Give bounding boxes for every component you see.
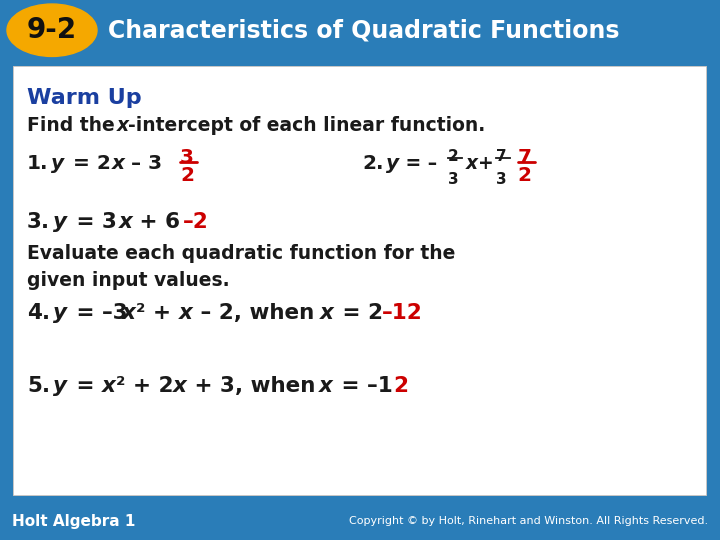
Text: Evaluate each quadratic function for the: Evaluate each quadratic function for the (27, 244, 456, 263)
Text: x: x (173, 376, 186, 396)
Text: –12: –12 (382, 303, 423, 323)
Text: = 2: = 2 (66, 154, 110, 173)
Text: 7: 7 (495, 149, 506, 164)
FancyBboxPatch shape (13, 66, 707, 496)
Text: 2: 2 (393, 376, 408, 396)
Text: 3.: 3. (27, 212, 50, 232)
Text: Find the: Find the (27, 116, 122, 135)
Text: ² +: ² + (136, 303, 179, 323)
Text: + 3, when: + 3, when (187, 376, 323, 396)
Text: y: y (387, 154, 400, 173)
Text: x: x (320, 303, 333, 323)
Text: x: x (112, 154, 125, 173)
Text: 2.: 2. (362, 154, 384, 173)
Text: 5.: 5. (27, 376, 50, 396)
Text: = –1: = –1 (333, 376, 392, 396)
Text: Characteristics of Quadratic Functions: Characteristics of Quadratic Functions (108, 18, 619, 42)
Text: – 3: – 3 (125, 154, 163, 173)
Text: given input values.: given input values. (27, 271, 230, 290)
Text: 3: 3 (448, 172, 459, 187)
Text: +: + (478, 154, 494, 173)
Text: 2: 2 (180, 166, 194, 185)
Text: x: x (122, 303, 136, 323)
Text: Copyright © by Holt, Rinehart and Winston. All Rights Reserved.: Copyright © by Holt, Rinehart and Winsto… (349, 516, 708, 526)
Text: y: y (53, 303, 68, 323)
Text: 3: 3 (495, 172, 506, 187)
Text: 2: 2 (518, 166, 532, 185)
Text: =: = (68, 376, 102, 396)
Text: – 2, when: – 2, when (193, 303, 322, 323)
Text: –2: –2 (183, 212, 209, 232)
Text: y: y (53, 212, 68, 232)
Text: = –3: = –3 (68, 303, 127, 323)
Text: 1.: 1. (27, 154, 49, 173)
Text: y: y (51, 154, 65, 173)
Text: 3: 3 (180, 148, 194, 167)
Text: x: x (318, 376, 333, 396)
Text: = –: = – (400, 154, 438, 173)
Text: Warm Up: Warm Up (27, 88, 142, 108)
Text: + 6: + 6 (132, 212, 180, 232)
Text: x: x (467, 154, 478, 173)
Ellipse shape (7, 4, 97, 57)
Text: x: x (102, 376, 116, 396)
Text: -intercept of each linear function.: -intercept of each linear function. (128, 116, 485, 135)
Text: x: x (117, 116, 130, 135)
Text: 2: 2 (448, 149, 459, 164)
Text: = 2: = 2 (335, 303, 383, 323)
Text: y: y (53, 376, 68, 396)
Text: x: x (179, 303, 193, 323)
Text: 7: 7 (518, 148, 532, 167)
Text: 4.: 4. (27, 303, 50, 323)
Text: x: x (120, 212, 133, 232)
Text: 9-2: 9-2 (27, 16, 77, 44)
Text: = 3: = 3 (68, 212, 117, 232)
Text: Holt Algebra 1: Holt Algebra 1 (12, 514, 135, 529)
Text: ² + 2: ² + 2 (116, 376, 174, 396)
